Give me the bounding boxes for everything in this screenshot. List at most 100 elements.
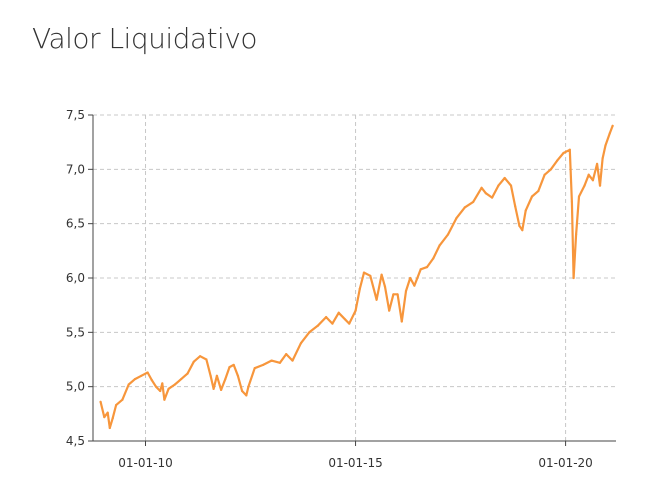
data-point [163,398,166,401]
y-tick-label: 6,5 [66,217,85,231]
data-point [583,184,586,187]
data-point [111,417,114,420]
data-point [167,387,170,390]
data-point [299,342,303,345]
data-point [247,385,250,388]
data-point [180,377,183,381]
data-point [285,352,288,356]
series-layer [99,124,614,430]
data-point [121,398,124,401]
grid-lines [93,114,616,442]
data-point [270,359,273,362]
data-point [127,383,130,386]
data-point [530,195,534,198]
data-point [425,266,429,269]
data-point [591,179,594,182]
data-point [587,173,590,176]
data-point [228,366,231,369]
data-point [413,284,416,287]
data-point [521,229,524,232]
data-point [154,385,158,388]
data-point [161,382,164,385]
data-point [199,355,202,358]
data-point [212,387,215,390]
data-point [358,287,361,290]
y-tick-label: 6,0 [66,271,85,285]
data-point [574,233,578,236]
data-point [543,173,546,176]
data-point [133,377,137,381]
data-point [556,159,559,162]
data-point [537,189,540,193]
data-point [463,206,466,209]
data-point [562,151,565,155]
data-point [392,293,395,296]
data-point [331,322,334,325]
data-point [150,379,153,382]
data-point [604,144,607,147]
data-point [598,184,602,187]
data-point [140,374,143,377]
data-point [205,358,208,361]
x-tick-label: 01-01-20 [538,456,592,470]
data-point [509,184,513,187]
data-point [570,200,573,204]
data-point [99,400,102,403]
data-point [503,176,506,180]
data-point [608,132,611,135]
data-point [337,311,340,314]
data-point [480,186,483,189]
data-point [316,324,319,327]
data-point [595,162,599,165]
data-point [186,372,189,375]
data-point [572,276,575,280]
data-point [115,404,118,407]
data-point [568,148,571,151]
y-tick-label: 5,5 [66,325,85,339]
y-tick-label: 4,5 [66,434,85,448]
data-point [388,309,391,312]
data-point [362,271,366,274]
data-point [291,359,294,362]
data-point [232,363,235,367]
data-point [354,309,357,312]
data-point [577,195,581,198]
data-point [432,257,435,260]
data-point [549,168,552,171]
data-point [446,233,450,236]
data-point [215,374,219,377]
data-point [438,244,441,247]
data-point [380,273,383,276]
data-point [611,124,614,127]
data-point [497,184,500,187]
series-line [99,124,614,430]
y-tick-label: 7,0 [66,162,85,176]
data-point [173,383,177,386]
data-point [308,331,311,334]
data-point [253,367,256,370]
data-point [524,209,527,212]
data-point [419,268,422,271]
data-point [224,377,227,381]
data-point [409,276,412,280]
data-point [241,389,244,393]
data-point [278,361,282,364]
data-point [192,360,195,363]
data-point [455,217,458,220]
x-tick-label: 01-01-15 [328,456,382,470]
data-point [106,411,109,414]
data-point [236,374,240,377]
chart-title: Valor Liquidativo [32,22,258,55]
x-tick-label: 01-01-10 [118,456,172,470]
data-point [146,371,149,374]
data-point [159,389,162,393]
y-tick-label: 5,0 [66,380,85,394]
axes [88,114,616,446]
data-point [518,224,521,227]
data-point [103,415,106,419]
data-point [400,320,403,323]
data-point [343,318,347,321]
data-point [601,157,604,160]
data-point [383,285,387,288]
data-point [484,192,487,195]
